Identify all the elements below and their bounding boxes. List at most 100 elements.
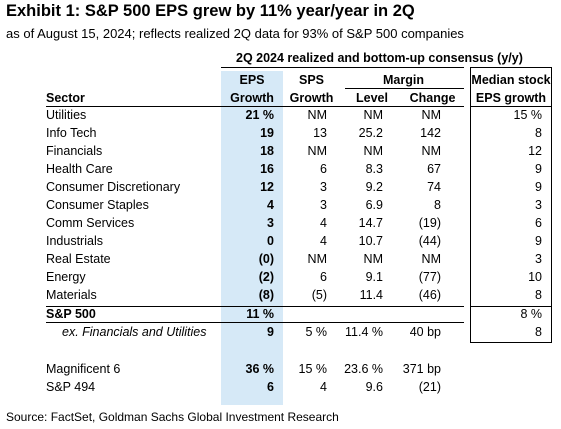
median-cell: 6 [535, 216, 542, 230]
level-cell: 14.7 [358, 216, 383, 230]
level-cell: 11.4 [359, 288, 383, 302]
sps-cell: 15 % [298, 362, 328, 376]
change-cell: 8 [434, 198, 441, 212]
margin-header-rule [345, 88, 464, 89]
header-rule [46, 106, 464, 107]
level-cell: 9.6 [365, 380, 383, 394]
sps-cell: 5 % [305, 325, 327, 339]
sps-header-top: SPS [298, 73, 324, 87]
sps-cell: 3 [320, 198, 327, 212]
eps-cell: (0) [258, 252, 274, 266]
sector-label: Consumer Discretionary [46, 180, 181, 194]
sector-label: Utilities [46, 108, 87, 122]
median-cell: 8 % [520, 307, 542, 321]
sps-cell: NM [307, 144, 327, 158]
median-sp500-rule [470, 306, 552, 307]
sector-label: S&P 500 [46, 307, 96, 321]
median-cell: 8 [535, 325, 542, 339]
eps-cell: 9 [267, 325, 274, 339]
change-cell: 142 [420, 126, 441, 140]
change-cell: 74 [427, 180, 441, 194]
median-cell: 9 [535, 180, 542, 194]
level-cell: NM [363, 108, 383, 122]
level-cell: NM [363, 144, 383, 158]
sector-label: S&P 494 [46, 380, 96, 394]
change-cell: (21) [418, 380, 441, 394]
sps-cell: 13 [313, 126, 327, 140]
median-cell: 9 [535, 234, 542, 248]
median-cell: 3 [535, 252, 542, 266]
sector-label: ex. Financials and Utilities [62, 325, 207, 339]
sector-label: Consumer Staples [46, 198, 149, 212]
sector-label: Info Tech [46, 126, 97, 140]
exhibit-subtitle: as of August 15, 2024; reflects realized… [6, 26, 464, 41]
eps-cell: (2) [258, 270, 274, 284]
eps-cell: 12 [260, 180, 274, 194]
sector-label: Magnificent 6 [46, 362, 121, 376]
eps-cell: (8) [258, 288, 274, 302]
change-cell: NM [421, 252, 441, 266]
change-cell: (19) [418, 216, 441, 230]
level-cell: NM [363, 252, 383, 266]
level-cell: 23.6 % [344, 362, 383, 376]
sps-cell: 4 [320, 380, 327, 394]
sector-label: Comm Services [46, 216, 135, 230]
median-column-box [470, 67, 552, 343]
level-header: Level [356, 91, 388, 105]
change-cell: 371 bp [402, 362, 441, 376]
change-cell: 40 bp [409, 325, 441, 339]
sps-cell: 3 [320, 180, 327, 194]
eps-cell: 3 [267, 216, 274, 230]
eps-column-highlight [221, 71, 283, 405]
median-cell: 12 [528, 144, 542, 158]
eps-cell: 0 [267, 234, 274, 248]
eps-header-bottom: Growth [230, 91, 274, 105]
sector-label: Materials [46, 288, 97, 302]
change-cell: NM [421, 144, 441, 158]
source-note: Source: FactSet, Goldman Sachs Global In… [6, 410, 339, 424]
eps-cell: 19 [260, 126, 274, 140]
eps-cell: 11 % [246, 307, 274, 321]
eps-cell: 18 [260, 144, 274, 158]
sps-cell: NM [307, 252, 327, 266]
sector-label: Industrials [46, 234, 103, 248]
change-cell: NM [421, 108, 441, 122]
level-cell: 11.4 % [345, 325, 383, 339]
median-cell: 9 [535, 162, 542, 176]
sps-cell: 6 [320, 270, 327, 284]
median-header-top: Median stock [471, 73, 551, 87]
median-cell: 3 [535, 198, 542, 212]
median-cell: 8 [535, 288, 542, 302]
sps-cell: (5) [311, 288, 327, 302]
change-cell: (44) [418, 234, 441, 248]
eps-cell: 21 % [245, 108, 275, 122]
level-cell: 8.3 [365, 162, 383, 176]
sector-label: Energy [46, 270, 86, 284]
median-header-bottom: EPS growth [475, 91, 547, 105]
median-cell: 8 [535, 126, 542, 140]
sp500-top-rule [46, 306, 464, 307]
change-header: Change [409, 91, 456, 105]
sps-header-bottom: Growth [289, 91, 334, 105]
sector-label: Real Estate [46, 252, 111, 266]
sps-cell: 4 [320, 216, 327, 230]
change-cell: 67 [427, 162, 441, 176]
sps-cell: NM [307, 108, 327, 122]
exhibit-title: Exhibit 1: S&P 500 EPS grew by 11% year/… [6, 2, 415, 20]
margin-header: Margin [383, 73, 424, 87]
sp500-bottom-rule [46, 322, 464, 323]
median-cell: 10 [528, 270, 542, 284]
sector-label: Financials [46, 144, 103, 158]
level-cell: 9.2 [365, 180, 383, 194]
sector-header: Sector [46, 91, 85, 105]
eps-cell: 6 [267, 380, 274, 394]
sps-cell: 6 [320, 162, 327, 176]
median-header-rule [470, 106, 552, 107]
change-cell: (46) [418, 288, 441, 302]
level-cell: 6.9 [365, 198, 383, 212]
sps-cell: 4 [320, 234, 327, 248]
group-header-rule [221, 67, 464, 68]
median-cell: 15 % [513, 108, 543, 122]
level-cell: 9.1 [365, 270, 383, 284]
level-cell: 25.2 [358, 126, 383, 140]
